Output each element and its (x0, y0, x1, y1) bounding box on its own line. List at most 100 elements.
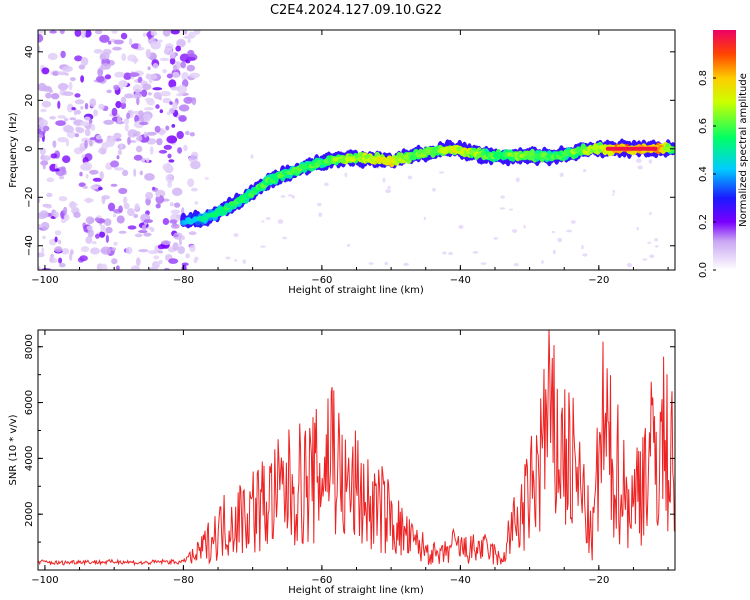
noise-blob (176, 93, 184, 97)
noise-blob (108, 40, 112, 45)
noise-blob (145, 73, 151, 80)
noise-blob (150, 31, 158, 36)
noise-blob (291, 195, 295, 199)
noise-blob (129, 38, 133, 46)
noise-blob (46, 192, 53, 198)
noise-blob (40, 155, 51, 161)
noise-blob (93, 48, 103, 54)
x-tick-label: −80 (173, 575, 194, 586)
noise-blob (81, 161, 93, 171)
noise-blob (104, 74, 112, 80)
noise-blob (84, 128, 91, 137)
noise-blob (112, 46, 122, 51)
noise-blob (126, 112, 131, 120)
noise-blob (99, 34, 110, 43)
noise-blob (191, 187, 198, 192)
noise-blob (183, 35, 194, 40)
noise-blob (164, 50, 169, 54)
noise-blob (158, 149, 168, 154)
noise-blob (100, 63, 111, 70)
noise-blob (188, 155, 198, 163)
noise-blob (152, 87, 163, 91)
noise-blob (58, 263, 66, 268)
noise-blob (89, 137, 97, 141)
noise-blob (113, 39, 124, 45)
noise-blob (324, 182, 329, 187)
x-tick-label: −20 (588, 575, 609, 586)
noise-blob (89, 169, 99, 175)
colorbar-tick-label: 0.6 (698, 118, 709, 134)
noise-blob (42, 235, 46, 240)
noise-blob (171, 223, 180, 229)
noise-blob (74, 99, 85, 105)
noise-blob (103, 218, 112, 226)
noise-blob (169, 51, 176, 59)
spectrogram-x-axis: −100 −80 −60 −40 −20 (31, 30, 669, 286)
noise-blob (288, 194, 293, 197)
noise-blob (85, 174, 89, 179)
noise-blob (48, 89, 54, 93)
noise-blob (403, 262, 409, 266)
noise-blob (552, 249, 556, 255)
noise-blob (73, 211, 81, 218)
spectrogram-y-label: Frequency (Hz) (8, 112, 19, 188)
snr-y-axis: 2000 4000 6000 8000 (24, 334, 675, 543)
noise-blob (260, 245, 266, 248)
noise-blob (46, 177, 55, 183)
figure-title: C2E4.2024.127.09.10.G22 (270, 3, 442, 18)
noise-blob (649, 254, 655, 259)
noise-blob (654, 238, 659, 242)
noise-blob (204, 177, 209, 180)
y-tick-label: 6000 (24, 390, 35, 415)
noise-blob (132, 84, 143, 93)
noise-blob (110, 183, 118, 187)
noise-blob (636, 227, 639, 231)
noise-blob (155, 104, 160, 109)
spectrogram-x-label: Height of straight line (km) (288, 285, 424, 296)
noise-blob (181, 264, 187, 270)
noise-blob (90, 124, 96, 131)
noise-blob (513, 263, 520, 267)
noise-blob (612, 189, 616, 194)
noise-blob (627, 262, 632, 268)
noise-blob (38, 33, 44, 43)
noise-blob (188, 231, 197, 236)
noise-blob (79, 171, 83, 177)
noise-blob (169, 101, 173, 105)
noise-blob (120, 102, 127, 110)
noise-blob (149, 146, 154, 155)
noise-blob (169, 202, 174, 207)
noise-blob (134, 233, 143, 238)
noise-blob (119, 143, 124, 149)
noise-blob (124, 123, 129, 132)
noise-blob (189, 72, 201, 79)
x-tick-label: −60 (311, 275, 332, 286)
noise-blob (152, 186, 156, 190)
noise-blob (162, 218, 170, 225)
noise-blob (61, 248, 70, 255)
noise-blob (111, 107, 118, 117)
x-tick-label: −60 (311, 575, 332, 586)
noise-blob (162, 163, 173, 171)
noise-blob (582, 253, 588, 257)
noise-blob (499, 207, 506, 210)
noise-blob (612, 193, 615, 196)
noise-blob (50, 153, 58, 159)
noise-blob (156, 194, 161, 198)
noise-blob (168, 79, 177, 89)
noise-blob (57, 100, 61, 109)
noise-blob (113, 167, 125, 171)
noise-blob (147, 66, 151, 71)
noise-blob (277, 219, 284, 224)
noise-blob (100, 263, 108, 270)
noise-blob (163, 267, 170, 270)
noise-blob (136, 257, 141, 266)
colorbar-tick-label: 0.4 (698, 166, 709, 182)
noise-blob (165, 43, 174, 51)
noise-blob (158, 259, 163, 265)
noise-blob (122, 81, 127, 88)
noise-blob (58, 257, 63, 264)
noise-blob (261, 220, 265, 223)
noise-blob (175, 45, 181, 52)
